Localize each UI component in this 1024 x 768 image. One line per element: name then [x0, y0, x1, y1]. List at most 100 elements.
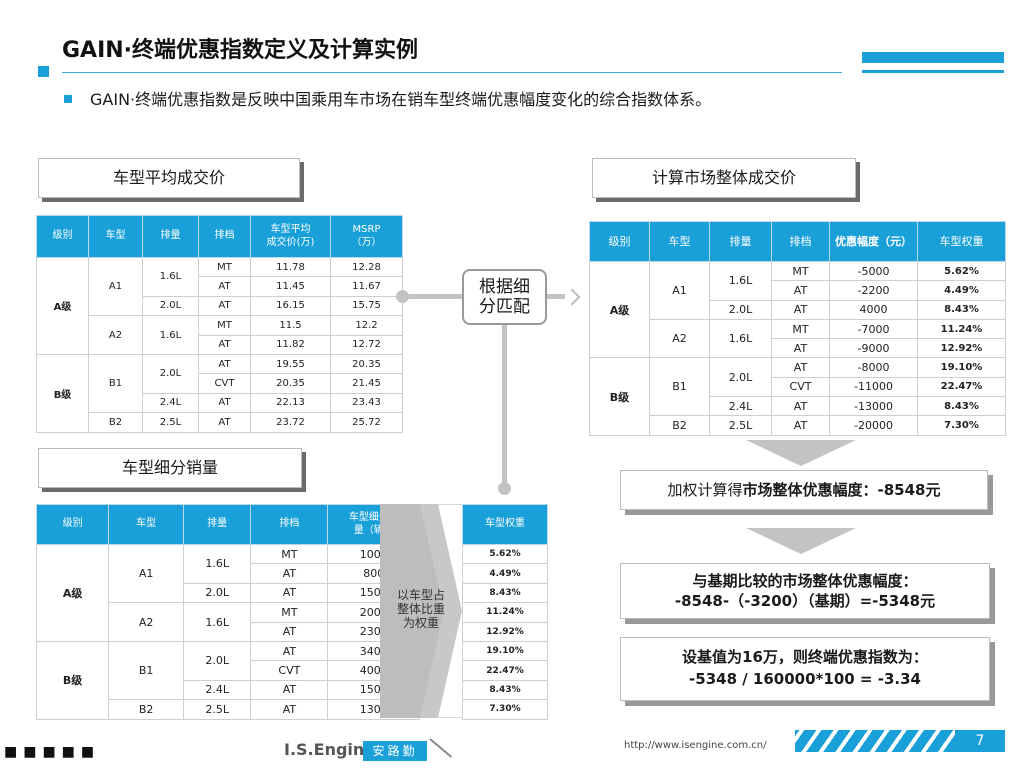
- price-cell: 20.35: [250, 373, 331, 394]
- displacement-cell: 1.6L: [709, 261, 772, 301]
- weight-cell: 11.24%: [462, 602, 548, 623]
- gear-cell: AT: [771, 396, 830, 417]
- match-box: 根据细 分匹配: [462, 269, 547, 325]
- gear-cell: AT: [198, 276, 251, 297]
- title-accent-line: [862, 70, 1004, 73]
- section-label-market-price: 计算市场整体成交价: [592, 158, 856, 198]
- gear-cell: AT: [198, 392, 251, 414]
- gear-cell: AT: [250, 563, 329, 584]
- footer-stripes-decoration: [795, 730, 955, 752]
- gear-cell: CVT: [198, 373, 251, 394]
- displacement-cell: 2.0L: [709, 357, 772, 398]
- displacement-cell: 2.4L: [142, 392, 199, 414]
- segment-sales-table: 级别 车型 排量 排档 车型细分销 量（辆） A级 A1 1.6L MT 1000…: [35, 504, 420, 720]
- footer-url[interactable]: http://www.isengine.com.cn/: [624, 740, 767, 751]
- price-cell: 19.55: [250, 353, 331, 375]
- price-cell: 16.15: [250, 295, 331, 317]
- weight-cell: 22.47%: [462, 660, 548, 681]
- subtitle: GAIN·终端优惠指数是反映中国乘用车市场在销车型终端优惠幅度变化的综合指数体系…: [64, 86, 711, 110]
- gear-cell: AT: [198, 353, 251, 375]
- section-label-avg-price: 车型平均成交价: [38, 158, 300, 198]
- weight-cell: 22.47%: [917, 376, 1006, 398]
- level-cell: A级: [35, 544, 110, 642]
- connector-line: [402, 294, 462, 299]
- discount-cell: -8000: [829, 357, 918, 378]
- weight-arrow-line: 以车型占: [396, 588, 445, 602]
- weight-arrow-line: 为权重: [402, 616, 439, 630]
- gear-cell: AT: [771, 357, 830, 378]
- gear-cell: MT: [250, 543, 329, 565]
- title-divider: [62, 72, 842, 73]
- displacement-cell: 1.6L: [182, 544, 252, 584]
- column-header: 优惠幅度（元）: [829, 221, 918, 262]
- displacement-cell: 2.5L: [182, 699, 252, 720]
- down-arrow-icon: [746, 440, 856, 466]
- msrp-cell: 12.2: [330, 315, 403, 336]
- level-cell: A级: [589, 260, 650, 359]
- weight-cell: 8.43%: [462, 582, 548, 604]
- gear-cell: AT: [771, 299, 830, 320]
- column-header: 排量: [142, 215, 199, 258]
- column-header: 排档: [771, 221, 830, 262]
- msrp-cell: 15.75: [330, 295, 403, 317]
- connector-line: [547, 294, 565, 299]
- displacement-cell: 1.6L: [182, 602, 252, 642]
- weight-cell: 12.92%: [462, 621, 548, 642]
- level-cell: B级: [35, 640, 110, 720]
- displacement-cell: 2.0L: [142, 353, 199, 394]
- model-cell: A1: [88, 256, 143, 317]
- result-value: 市场整体优惠幅度：-8548元: [742, 481, 941, 499]
- column-header: 车型: [649, 221, 710, 262]
- title-square-marker: [38, 66, 49, 77]
- discount-cell: -13000: [829, 396, 918, 417]
- gear-cell: MT: [250, 602, 329, 623]
- chevron-right-icon: [563, 288, 581, 306]
- gear-cell: AT: [198, 412, 251, 433]
- column-header: 排档: [198, 215, 251, 258]
- discount-cell: -11000: [829, 376, 918, 398]
- gear-cell: AT: [250, 640, 329, 662]
- down-arrow-icon: [746, 528, 856, 554]
- result-weighted-discount: 加权计算得市场整体优惠幅度：-8548元: [620, 470, 988, 510]
- msrp-cell: 21.45: [330, 373, 403, 394]
- level-cell: B级: [36, 353, 89, 433]
- model-cell: A2: [88, 315, 143, 355]
- gear-cell: MT: [771, 260, 830, 282]
- msrp-cell: 12.72: [330, 334, 403, 355]
- gear-cell: CVT: [771, 376, 830, 398]
- footer-dots: ■■■■■: [4, 744, 101, 760]
- model-cell: A1: [108, 543, 184, 604]
- displacement-cell: 2.4L: [182, 679, 252, 701]
- column-header: 车型平均 成交价(万): [250, 215, 331, 258]
- gear-cell: MT: [771, 318, 830, 340]
- column-header: MSRP （万）: [330, 215, 403, 258]
- column-header: 级别: [589, 221, 650, 262]
- page-number: 7: [955, 730, 1005, 752]
- column-header: 车型权重: [917, 221, 1006, 262]
- column-header: 级别: [35, 504, 110, 545]
- footer-logo: I.S.Engine: [284, 740, 376, 759]
- footer-slash-decoration: [429, 738, 453, 758]
- displacement-cell: 2.5L: [142, 412, 199, 433]
- weight-cell: 19.10%: [917, 357, 1006, 378]
- displacement-cell: 1.6L: [142, 315, 199, 355]
- weight-cell: 4.49%: [917, 280, 1006, 301]
- market-price-table: 级别 车型 排量 排档 优惠幅度（元） 车型权重 A级 A1 1.6L MT -…: [589, 221, 1006, 436]
- weight-cell: 5.62%: [462, 543, 548, 565]
- displacement-cell: 2.0L: [709, 299, 772, 320]
- displacement-cell: 2.4L: [709, 396, 772, 417]
- connector-dot: [396, 290, 409, 303]
- footer-badge: 安路勤: [363, 741, 427, 761]
- column-header: 车型: [108, 504, 184, 545]
- column-header: 级别: [36, 215, 89, 258]
- price-cell: 11.45: [250, 276, 331, 297]
- price-cell: 11.78: [250, 256, 331, 278]
- column-header: 排档: [250, 504, 329, 545]
- displacement-cell: 2.5L: [709, 415, 772, 436]
- column-header: 车型: [88, 215, 143, 258]
- bullet-square-icon: [64, 94, 72, 103]
- msrp-cell: 11.67: [330, 276, 403, 297]
- price-cell: 11.82: [250, 334, 331, 355]
- connector-dot: [498, 482, 511, 495]
- section-label-segment-sales: 车型细分销量: [38, 448, 302, 488]
